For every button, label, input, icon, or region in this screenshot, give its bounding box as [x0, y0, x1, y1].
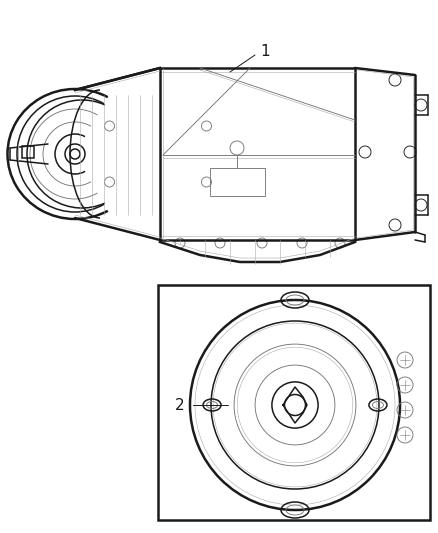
- Text: 2: 2: [175, 398, 185, 413]
- Bar: [158, 285, 430, 520]
- Text: 1: 1: [260, 44, 270, 60]
- Bar: [210, 168, 265, 196]
- Bar: [22, 146, 34, 158]
